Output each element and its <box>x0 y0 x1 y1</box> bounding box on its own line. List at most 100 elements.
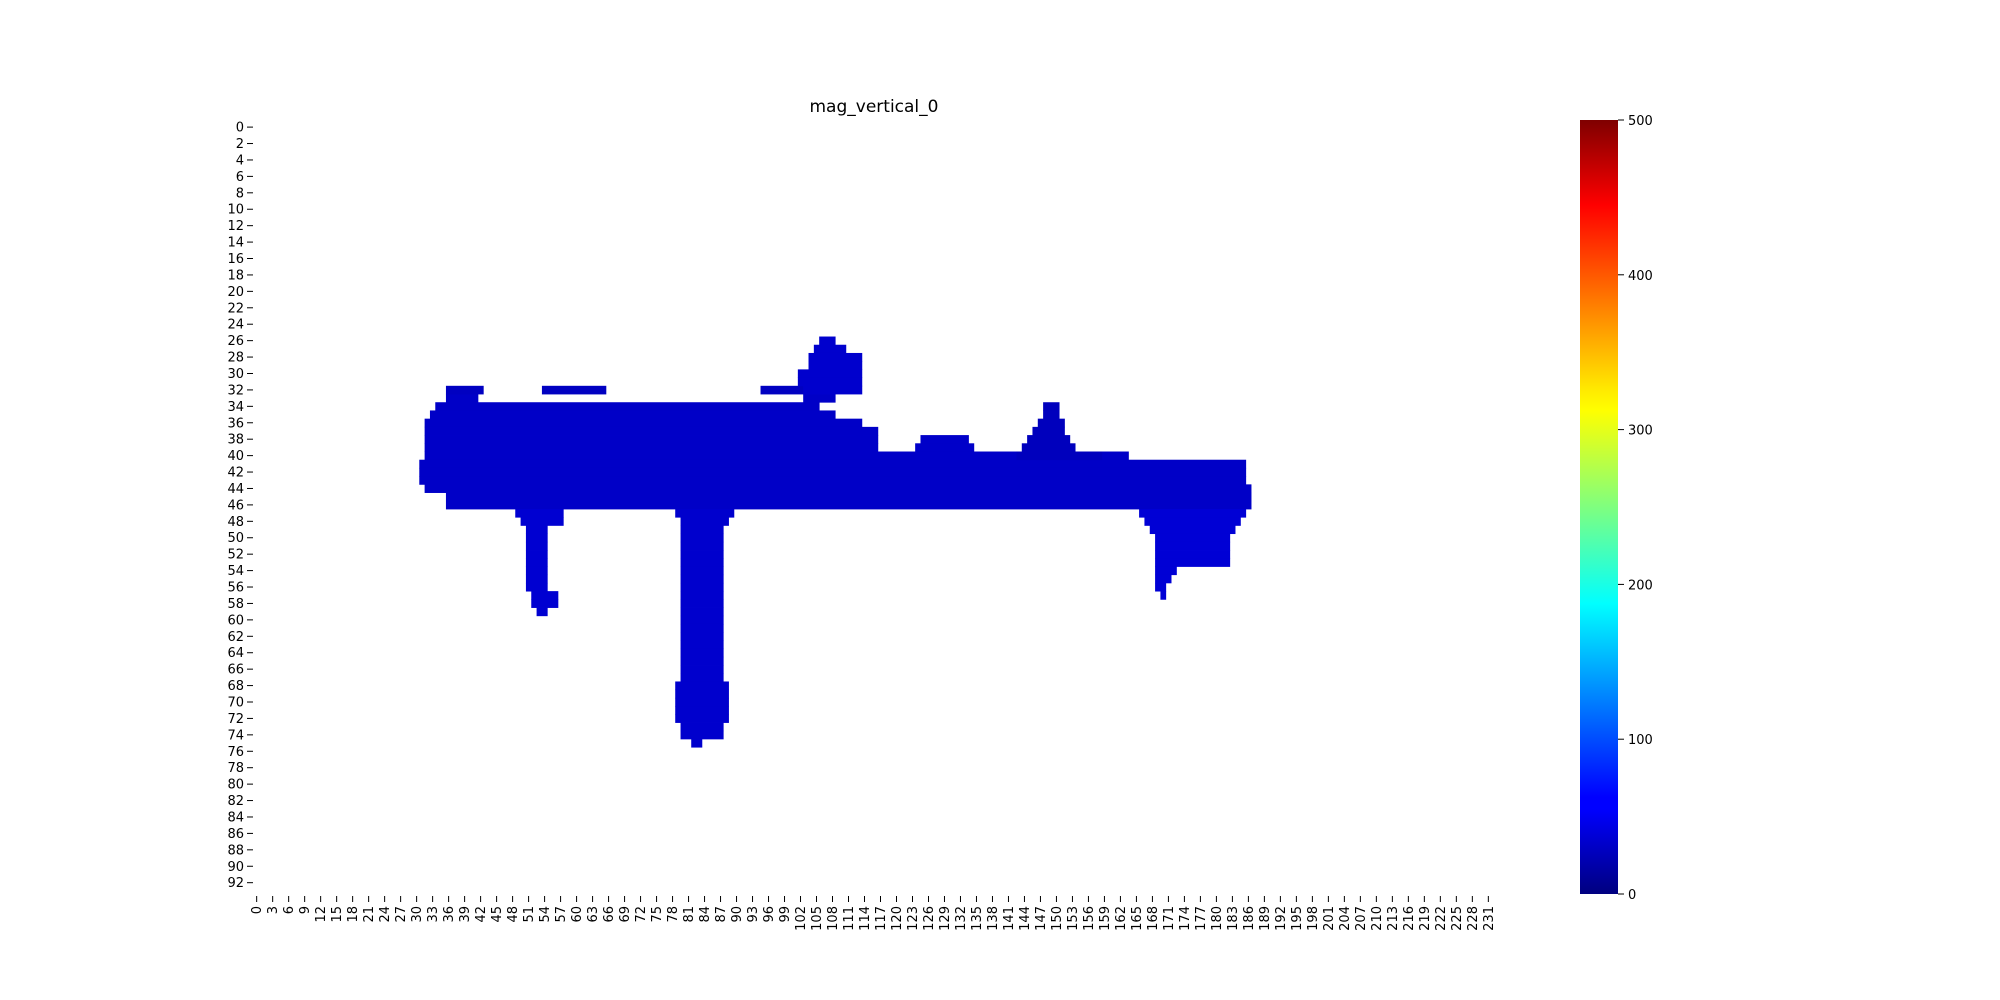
heatmap-cell <box>1155 582 1167 592</box>
y-tick-label: 72 <box>227 712 244 727</box>
y-tick-label: 34 <box>227 400 244 415</box>
y-tick-label: 16 <box>227 252 244 267</box>
heatmap-cell <box>920 435 969 444</box>
heatmap-cell <box>680 591 724 600</box>
heatmap-cell <box>819 336 836 346</box>
y-tick-label: 66 <box>227 663 244 678</box>
x-tick-label: 180 <box>1210 906 1225 931</box>
x-tick-label: 228 <box>1466 906 1481 931</box>
heatmap-cell <box>680 673 724 682</box>
heatmap-cell <box>424 435 863 444</box>
x-tick-label: 18 <box>346 906 361 923</box>
x-tick-label: 81 <box>682 906 697 923</box>
y-tick-label: 38 <box>227 433 244 448</box>
y-tick-label: 92 <box>227 876 244 891</box>
heatmap-cell <box>525 566 548 576</box>
x-tick-label: 93 <box>746 906 761 923</box>
y-tick-label: 10 <box>227 203 244 218</box>
heatmap-cell <box>531 599 559 608</box>
heatmap-cell <box>675 689 729 699</box>
heatmap-cell <box>1043 410 1060 420</box>
x-tick-label: 27 <box>394 906 409 923</box>
y-tick-label: 54 <box>227 564 244 579</box>
x-tick-label: 33 <box>426 906 441 923</box>
x-tick-label: 225 <box>1450 906 1465 931</box>
y-tick-label: 70 <box>227 696 244 711</box>
heatmap-cell <box>856 443 879 452</box>
heatmap-cell <box>445 500 1252 510</box>
x-tick-label: 174 <box>1178 906 1193 931</box>
heatmap-cell <box>797 369 863 378</box>
y-tick-label: 56 <box>227 581 244 596</box>
heatmap-cell <box>525 550 548 559</box>
y-tick-label: 24 <box>227 318 244 333</box>
x-tick-label: 3 <box>266 906 281 914</box>
y-tick-label: 28 <box>227 351 244 366</box>
x-tick-label: 123 <box>906 906 921 931</box>
heatmap-cell <box>680 632 724 641</box>
heatmap-cell <box>1149 525 1236 535</box>
y-tick-label: 80 <box>227 778 244 793</box>
heatmap-cell <box>536 607 548 617</box>
y-tick-label: 52 <box>227 548 244 563</box>
heatmap-cell <box>680 574 724 584</box>
y-tick-label: 22 <box>227 301 244 316</box>
colorbar-gradient <box>1580 120 1618 894</box>
x-tick-label: 60 <box>570 906 585 923</box>
x-tick-label: 57 <box>554 906 569 923</box>
y-tick-label: 90 <box>227 860 244 875</box>
chart-title: mag_vertical_0 <box>810 97 939 117</box>
heatmap-cell <box>680 558 724 567</box>
heatmap-cell <box>1144 517 1241 526</box>
heatmap-cell <box>915 451 980 461</box>
heatmap-cell <box>1037 418 1065 428</box>
heatmap-cell <box>680 517 729 526</box>
x-tick-label: 51 <box>522 906 537 923</box>
x-tick-label: 198 <box>1306 906 1321 931</box>
heatmap-cell <box>1155 574 1172 584</box>
y-tick-label: 68 <box>227 679 244 694</box>
heatmap-cell <box>445 394 479 403</box>
x-tick-label: 153 <box>1066 906 1081 931</box>
y-tick-label: 44 <box>227 482 244 497</box>
x-tick-label: 216 <box>1402 906 1417 931</box>
x-tick-label: 171 <box>1162 906 1177 931</box>
heatmap-cell <box>680 607 724 617</box>
y-tick-label: 8 <box>236 186 244 201</box>
y-tick-label: 82 <box>227 794 244 809</box>
x-tick-label: 66 <box>602 906 617 923</box>
heatmap-cell <box>680 615 724 625</box>
y-tick-label: 88 <box>227 843 244 858</box>
x-tick-label: 117 <box>874 906 889 931</box>
x-tick-label: 213 <box>1386 906 1401 931</box>
x-tick-label: 201 <box>1322 906 1337 931</box>
heatmap-cell <box>419 476 1247 485</box>
heatmap-cells <box>419 336 1252 748</box>
heatmap-cell <box>915 443 975 452</box>
y-tick-label: 58 <box>227 597 244 612</box>
heatmap-cell <box>680 722 724 732</box>
x-tick-label: 99 <box>778 906 793 923</box>
heatmap-cell <box>680 623 724 633</box>
heatmap-cell <box>424 484 1252 493</box>
heatmap-cell <box>525 525 548 535</box>
heatmap-cell <box>680 566 724 576</box>
heatmap-cell <box>675 697 729 707</box>
heatmap-cell <box>1027 435 1071 444</box>
colorbar-tick-label: 0 <box>1628 888 1636 903</box>
x-tick-label: 159 <box>1098 906 1113 931</box>
x-tick-label: 24 <box>378 906 393 923</box>
x-tick-label: 69 <box>618 906 633 923</box>
x-tick-label: 15 <box>330 906 345 923</box>
y-tick-label: 46 <box>227 498 244 513</box>
y-tick-label: 78 <box>227 761 244 776</box>
heatmap-cell <box>531 591 559 600</box>
heatmap-cell <box>680 656 724 666</box>
x-tick-label: 21 <box>362 906 377 923</box>
heatmap-cell <box>1016 451 1103 461</box>
x-tick-label: 207 <box>1354 906 1369 931</box>
colorbar-tick-label: 400 <box>1628 269 1653 284</box>
heatmap-cell <box>680 550 724 559</box>
heatmap-cell <box>760 385 804 395</box>
x-tick-label: 120 <box>890 906 905 931</box>
